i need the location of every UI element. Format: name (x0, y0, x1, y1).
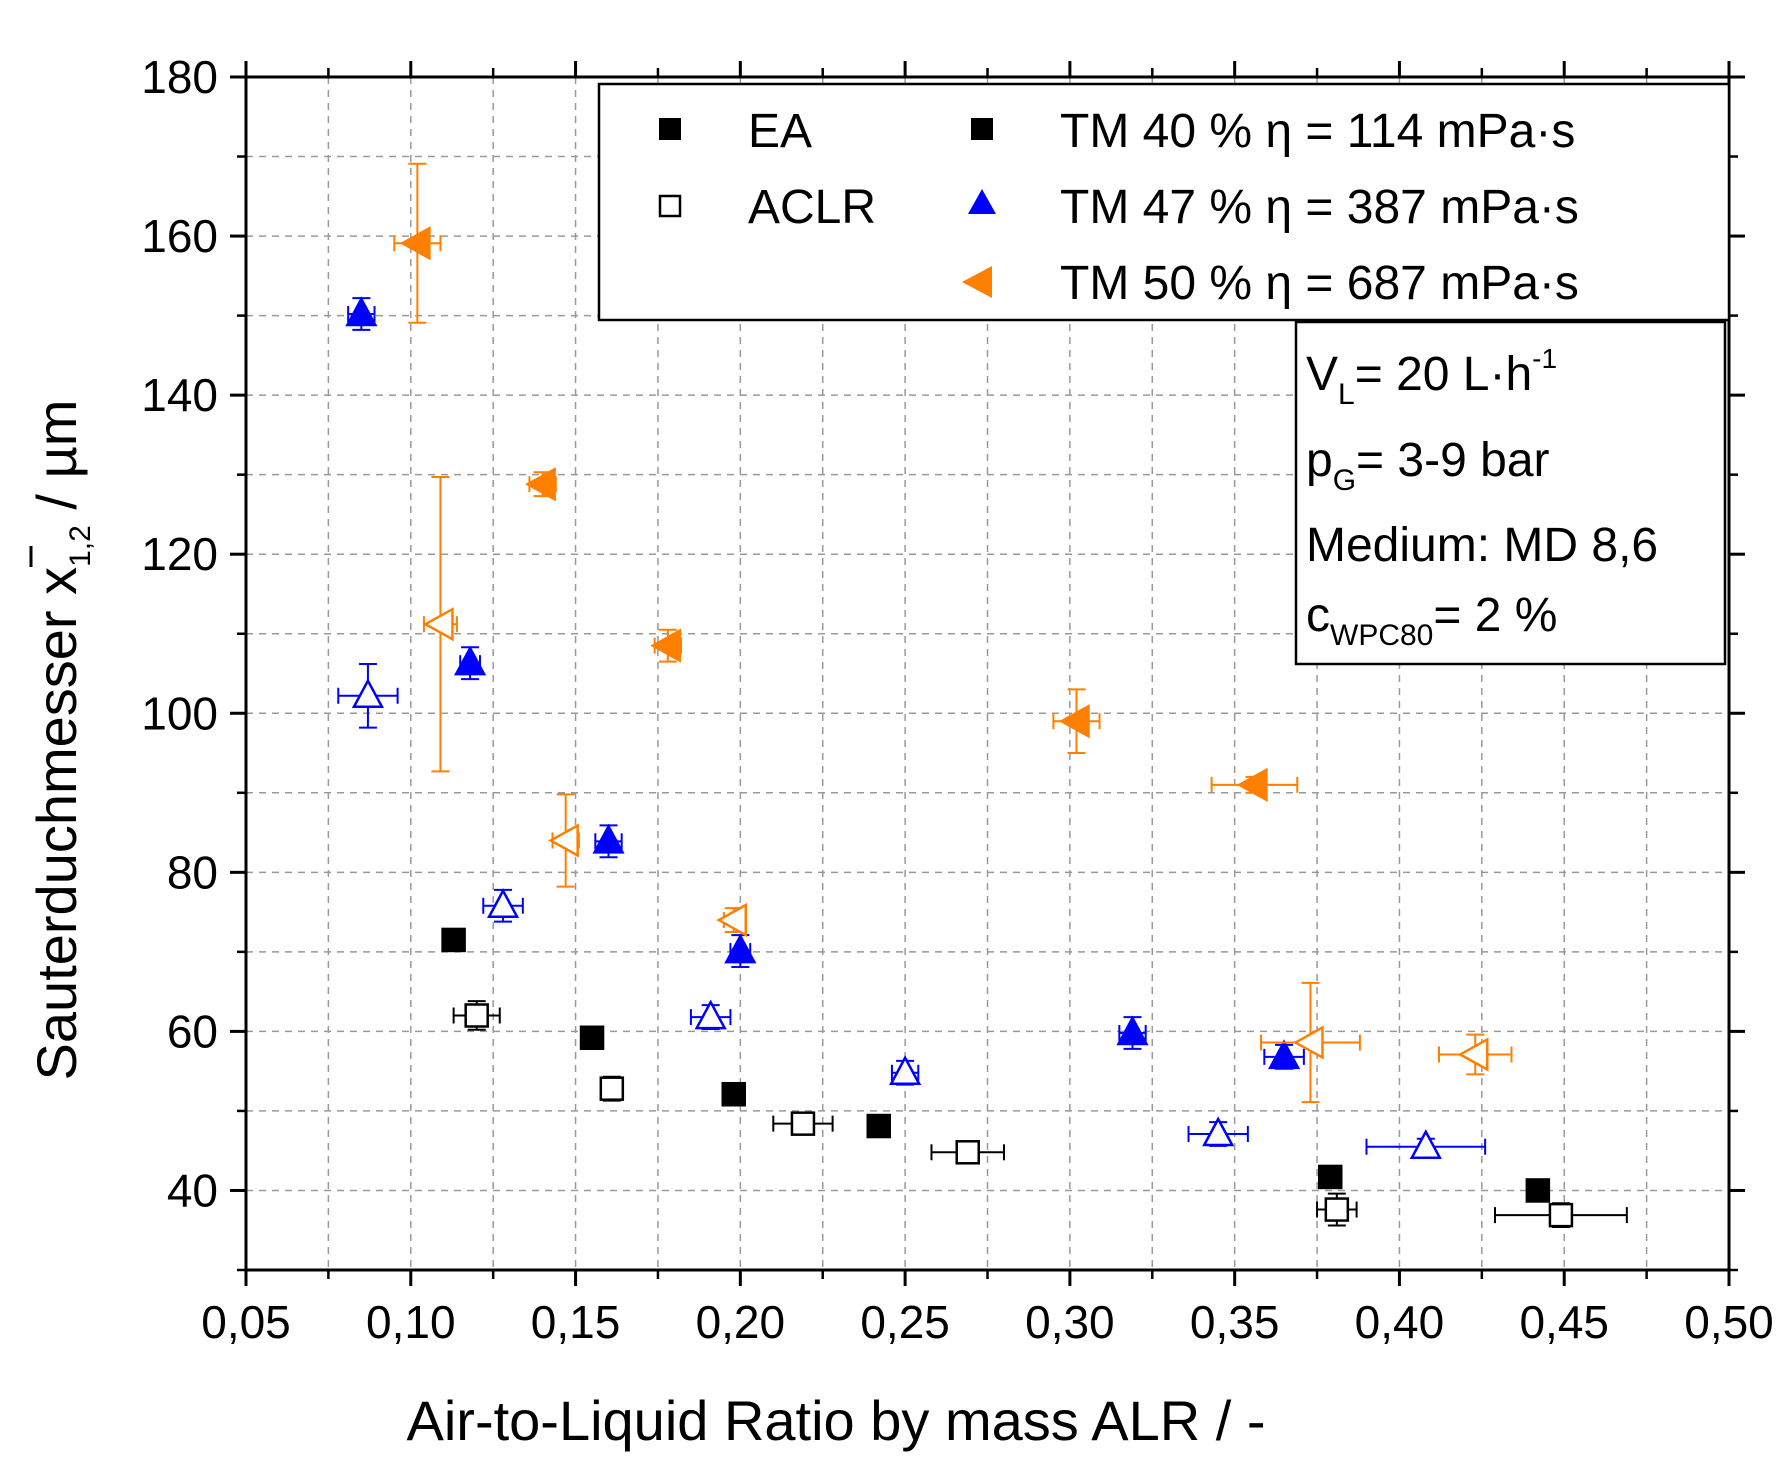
data-point-triangle-up-open (694, 999, 727, 1030)
y-tick-label: 160 (141, 210, 218, 262)
x-tick-label: 0,45 (1519, 1296, 1609, 1348)
legend-label-tm50: TM 50 % η = 687 mPa·s (1060, 257, 1579, 310)
info-line-wpc-concentration: cWPC80= 2 % (1306, 589, 1557, 652)
data-point-triangle-left-filled (1236, 767, 1268, 802)
x-tick-label: 0,05 (201, 1296, 291, 1348)
legend: EA ACLR TM 40 % η = 114 mPa·s TM 47 % η … (597, 82, 1731, 322)
data-point-triangle-left-open (548, 823, 579, 858)
data-point-triangle-left-open (1292, 1025, 1324, 1060)
y-tick-label: 120 (141, 528, 218, 580)
data-point-square-filled (866, 1113, 891, 1139)
y-tick-label: 140 (141, 369, 218, 421)
data-point-triangle-up-filled (1116, 1015, 1149, 1046)
axis-ticks: 0,05 0,10 0,15 0,20 0,25 0,30 0,35 0,40 0,45 0,50… (141, 51, 1774, 1348)
legend-label-ea: EA (748, 105, 812, 158)
data-point-triangle-up-filled (724, 933, 757, 964)
data-point-square-filled (721, 1081, 746, 1107)
data-point-square-open (464, 1003, 489, 1028)
x-tick-label: 0,10 (366, 1296, 456, 1348)
data-point-triangle-left-filled (650, 628, 682, 663)
data-point-square-filled (1317, 1164, 1343, 1190)
y-tick-label: 80 (167, 846, 218, 898)
x-tick-label: 0,40 (1355, 1296, 1445, 1348)
data-point-triangle-left-filled (1058, 704, 1090, 739)
data-point-triangle-left-filled (525, 467, 556, 502)
data-point-square-open (599, 1076, 625, 1101)
data-point-triangle-left-open (1457, 1037, 1489, 1072)
legend-label-tm40: TM 40 % η = 114 mPa·s (1060, 105, 1575, 158)
data-point-square-open (955, 1140, 980, 1165)
y-tick-label: 180 (141, 51, 218, 103)
data-point-triangle-up-filled (345, 296, 378, 327)
legend-frame (597, 82, 1731, 322)
y-axis-label-group: Sauterduchmesser x1,2 / µm (25, 400, 97, 1081)
legend-marker-tm50 (962, 266, 992, 298)
data-point-triangle-up-open (1409, 1129, 1442, 1159)
info-line-medium: Medium: MD 8,6 (1306, 519, 1658, 572)
data-point-square-filled (579, 1025, 605, 1051)
data-point-square-filled (1525, 1178, 1551, 1203)
data-point-triangle-up-filled (1268, 1039, 1301, 1070)
info-line-gas-pressure: pG= 3-9 bar (1306, 434, 1550, 497)
legend-marker-tm47 (968, 189, 996, 214)
legend-marker-ea (659, 118, 681, 140)
x-tick-label: 0,35 (1190, 1296, 1280, 1348)
y-tick-label: 60 (167, 1005, 218, 1057)
info-box: VL= 20 L·h-1 pG= 3-9 bar Medium: MD 8,6 … (1294, 320, 1727, 666)
data-point-square-filled (441, 927, 466, 953)
x-axis-label: Air-to-Liquid Ratio by mass ALR / - (407, 1389, 1266, 1452)
data-point-triangle-left-open (422, 607, 454, 642)
data-point-triangle-up-open (1202, 1116, 1235, 1147)
data-point-triangle-up-open (351, 678, 385, 709)
legend-label-tm47: TM 47 % η = 387 mPa·s (1060, 181, 1579, 234)
data-point-triangle-up-filled (592, 823, 625, 854)
legend-label-aclr: ACLR (748, 181, 876, 234)
x-tick-label: 0,50 (1684, 1296, 1774, 1348)
data-point-triangle-up-open (889, 1055, 922, 1086)
data-point-triangle-up-open (486, 888, 520, 918)
data-points (337, 162, 1628, 1229)
data-point-square-open (1548, 1202, 1574, 1228)
x-tick-label: 0,15 (531, 1296, 621, 1348)
info-box-frame (1294, 320, 1727, 666)
info-line-liquid-flow: VL= 20 L·h-1 (1306, 343, 1557, 411)
y-tick-label: 100 (141, 687, 218, 739)
data-point-triangle-left-filled (399, 226, 431, 261)
data-point-square-open (1324, 1197, 1350, 1222)
x-tick-label: 0,20 (696, 1296, 786, 1348)
data-point-square-open (790, 1111, 816, 1136)
y-axis-label: Sauterduchmesser x1,2 / µm (25, 400, 97, 1081)
data-point-triangle-up-filled (454, 645, 487, 676)
y-tick-label: 40 (167, 1164, 218, 1216)
legend-marker-aclr (658, 194, 682, 218)
legend-marker-tm40 (971, 118, 993, 140)
x-tick-label: 0,25 (860, 1296, 950, 1348)
x-tick-label: 0,30 (1025, 1296, 1115, 1348)
data-point-triangle-left-open (716, 902, 747, 938)
